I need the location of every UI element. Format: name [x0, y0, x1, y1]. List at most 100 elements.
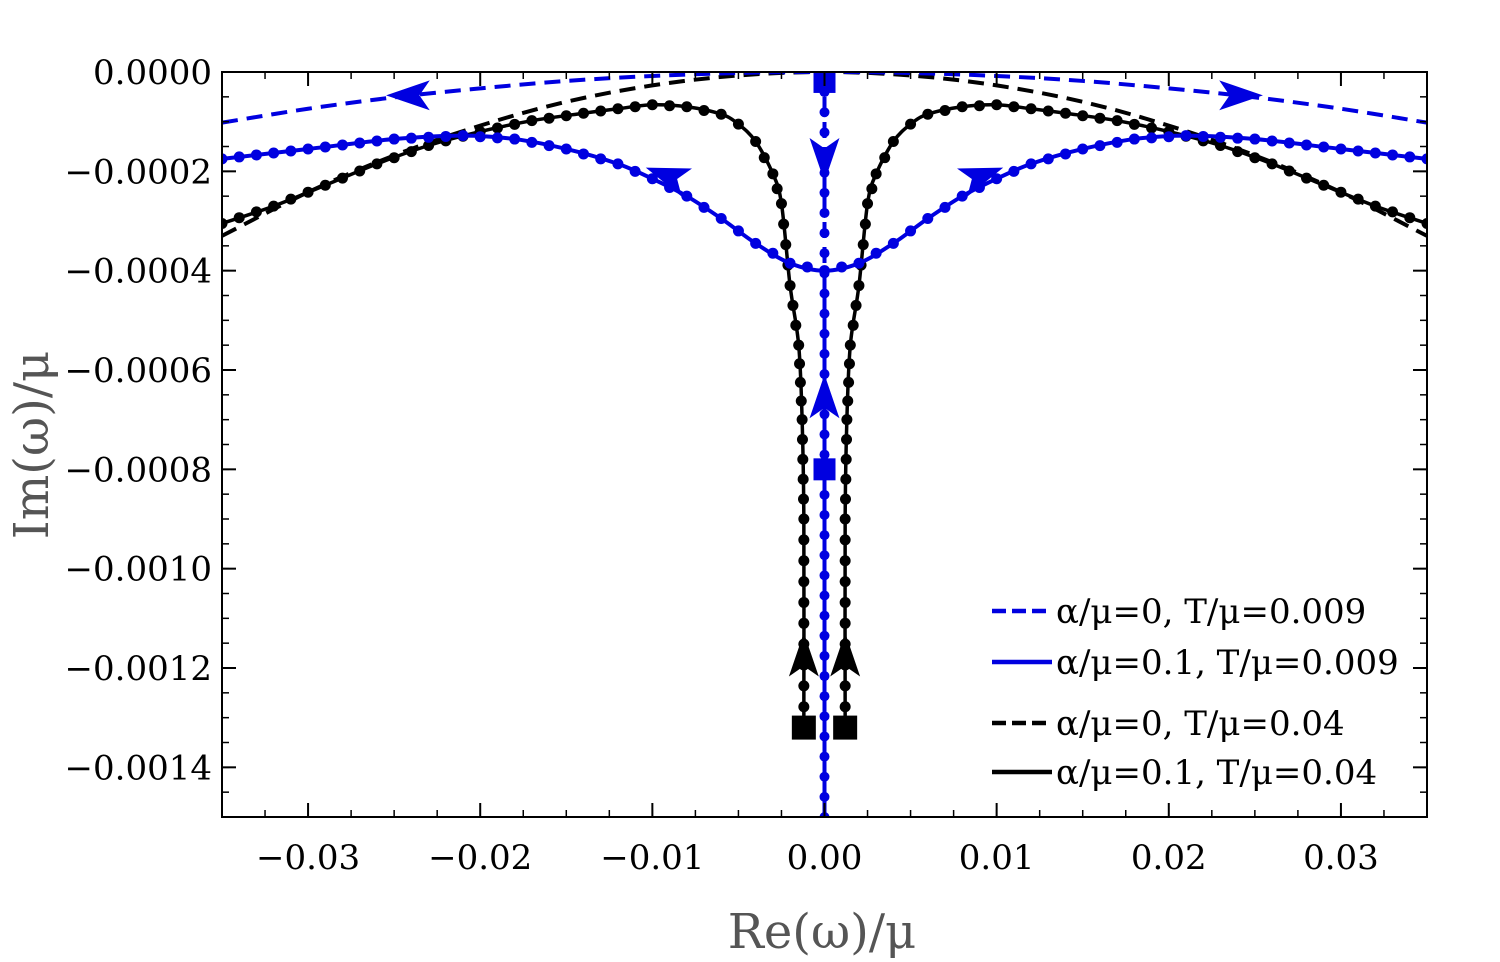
series-alpha01-T0009-point: [526, 136, 538, 148]
legend-label-2: α/μ=0.1, T/μ=0.009: [1056, 643, 1399, 683]
series-alpha01-T004-point: [1077, 110, 1089, 122]
series-alpha01-T0009-point: [819, 731, 830, 742]
series-alpha01-T004-point: [1249, 152, 1261, 164]
series-alpha01-T004-point: [1232, 146, 1244, 158]
x-tick-label: 0.02: [1131, 838, 1207, 878]
series-alpha01-T0009-point: [629, 165, 641, 177]
series-alpha01-T004-point: [839, 617, 851, 629]
series-alpha01-T0009-point: [1042, 153, 1054, 165]
series-alpha01-T004-point: [681, 101, 693, 113]
series-alpha01-T0009-point: [1146, 132, 1158, 144]
series-alpha01-T004-point: [1352, 193, 1364, 205]
series-alpha01-T0009-point: [423, 131, 435, 143]
series-alpha01-T0009-point: [819, 530, 830, 541]
series-alpha01-T004-point: [844, 339, 856, 351]
series-alpha01-T004-point: [798, 596, 810, 608]
series-alpha01-T0009-point: [819, 550, 830, 561]
series-alpha0-T0009-arrow: [809, 138, 840, 182]
series-alpha01-T0009-point: [819, 630, 830, 641]
series-alpha01-T0009-point: [491, 132, 503, 144]
series-alpha01-T0009-point: [819, 207, 830, 218]
series-alpha01-T0009-point: [836, 261, 848, 273]
series-alpha01-T004-point: [698, 104, 710, 116]
series-alpha01-T004-point: [388, 152, 400, 164]
series-alpha01-T004-point: [758, 152, 770, 164]
series-alpha01-T004-point: [793, 339, 805, 351]
x-tick-label: −0.01: [600, 838, 704, 878]
series-alpha01-T004-start-marker: [833, 715, 858, 740]
series-alpha01-T0009-point: [819, 751, 830, 762]
x-tick-label: 0.03: [1303, 838, 1379, 878]
series-alpha01-T0009-point: [1180, 130, 1192, 142]
series-alpha01-T0009-point: [1232, 132, 1244, 144]
axes-group: −0.03 −0.02 −0.01 0.00 0.01 0.02 0.03 0.0000 −0.…: [65, 53, 1428, 878]
x-axis-label: Re(ω)/μ: [728, 904, 917, 960]
series-alpha01-T004-point: [1387, 206, 1399, 218]
series-alpha01-T004-point: [859, 218, 871, 230]
series-alpha01-T0009-point: [819, 409, 830, 420]
series-alpha01-T004-point: [798, 534, 810, 546]
series-alpha01-T0009-point: [233, 151, 245, 163]
series-alpha01-T0009-point: [595, 153, 607, 165]
series-alpha01-T004-point: [732, 118, 744, 130]
series-alpha01-T004-point: [629, 101, 641, 113]
series-alpha01-T0009-point: [1266, 135, 1278, 147]
series-alpha01-T004-point: [1404, 212, 1416, 224]
series-alpha01-T004-point: [612, 103, 624, 115]
series-alpha01-T0009-point: [560, 143, 572, 155]
series-alpha01-T0009-point: [819, 348, 830, 359]
series-alpha01-T004-point: [794, 358, 806, 370]
series-alpha01-T004-point: [839, 576, 851, 588]
series-alpha01-T004-point: [1025, 103, 1037, 115]
series-alpha01-T004-point: [1008, 101, 1020, 113]
y-tick-label: −0.0002: [65, 152, 212, 192]
series-alpha01-T004-point: [715, 108, 727, 120]
series-alpha01-T004-point: [843, 358, 855, 370]
series-alpha01-T004-point: [939, 104, 951, 116]
y-tick-label: −0.0012: [65, 649, 212, 689]
series-alpha01-T004-point: [1266, 158, 1278, 170]
series-alpha01-T0009-point: [819, 691, 830, 702]
series-alpha01-T0009-point: [715, 213, 727, 225]
series-alpha01-T004-point: [1060, 107, 1071, 119]
series-alpha01-T004-point: [973, 100, 985, 112]
series-alpha01-T0009-point: [991, 173, 1003, 185]
series-alpha01-T0009-point: [853, 257, 865, 269]
series-alpha01-T0009-point: [819, 791, 830, 802]
series-alpha01-T004-arrow: [788, 632, 819, 677]
series-alpha01-T0009-point: [268, 147, 280, 159]
series-alpha01-T0009-point: [784, 257, 796, 269]
series-alpha01-T004-point: [796, 414, 808, 426]
series-alpha01-T0009-point: [801, 261, 813, 273]
series-alpha01-T004-point: [1214, 140, 1226, 152]
series-alpha01-T0009-point: [1249, 133, 1261, 145]
series-alpha01-T0009-point: [405, 132, 417, 144]
series-alpha01-T004-point: [491, 122, 503, 134]
series-group: [222, 72, 1427, 817]
series-alpha01-T004-point: [775, 198, 787, 210]
series-alpha01-T004-point: [796, 434, 808, 446]
y-tick-label: −0.0014: [65, 748, 212, 788]
series-alpha01-T0009-point: [1197, 130, 1209, 142]
series-alpha01-T004-point: [839, 680, 851, 692]
series-alpha01-T0009-point: [819, 268, 830, 279]
series-alpha01-T0009-point: [905, 225, 917, 237]
series-alpha01-T004-point: [798, 493, 809, 505]
series-alpha01-T0009-point: [440, 130, 452, 142]
series-alpha01-T0009-point: [819, 429, 830, 440]
series-alpha01-T004-point: [922, 108, 934, 120]
series-alpha01-T0009-point: [646, 173, 658, 185]
series-alpha01-T0009-point: [819, 570, 830, 581]
series-alpha01-T004-point: [866, 183, 878, 195]
series-alpha01-T0009-point: [1128, 133, 1140, 145]
series-alpha01-T0009-point: [819, 228, 830, 239]
series-alpha01-T0009-point: [819, 107, 830, 118]
series-alpha01-T004-point: [543, 112, 555, 124]
series-alpha01-T0009-point: [819, 288, 830, 299]
series-alpha01-T004-point: [794, 376, 806, 388]
series-alpha01-T0009-point: [819, 308, 830, 319]
series-alpha01-T004-point: [847, 319, 859, 331]
series-alpha01-T0009-point: [698, 201, 710, 213]
series-alpha01-T0009-point: [819, 590, 830, 601]
